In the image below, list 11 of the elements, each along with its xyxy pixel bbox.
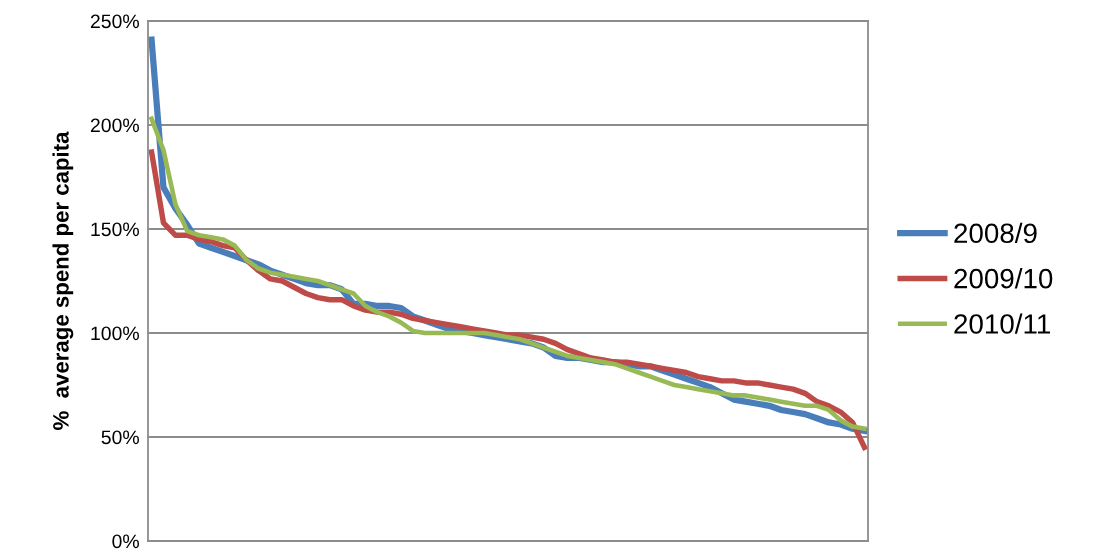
y-tick-label: 100% <box>91 326 139 341</box>
line-series <box>149 116 867 431</box>
y-tick-label: 150% <box>91 222 139 237</box>
legend-label: 2009/10 <box>954 268 1053 289</box>
y-tick-label: 200% <box>90 118 139 133</box>
y-tick-label: 50% <box>101 430 139 445</box>
y-axis-title: % average spend per capita <box>52 131 74 430</box>
legend-label: 2010/11 <box>954 313 1050 334</box>
y-tick-label: 0% <box>112 534 139 549</box>
y-tick-label: 250% <box>90 14 139 29</box>
legend-label: 2008/9 <box>954 222 1037 244</box>
